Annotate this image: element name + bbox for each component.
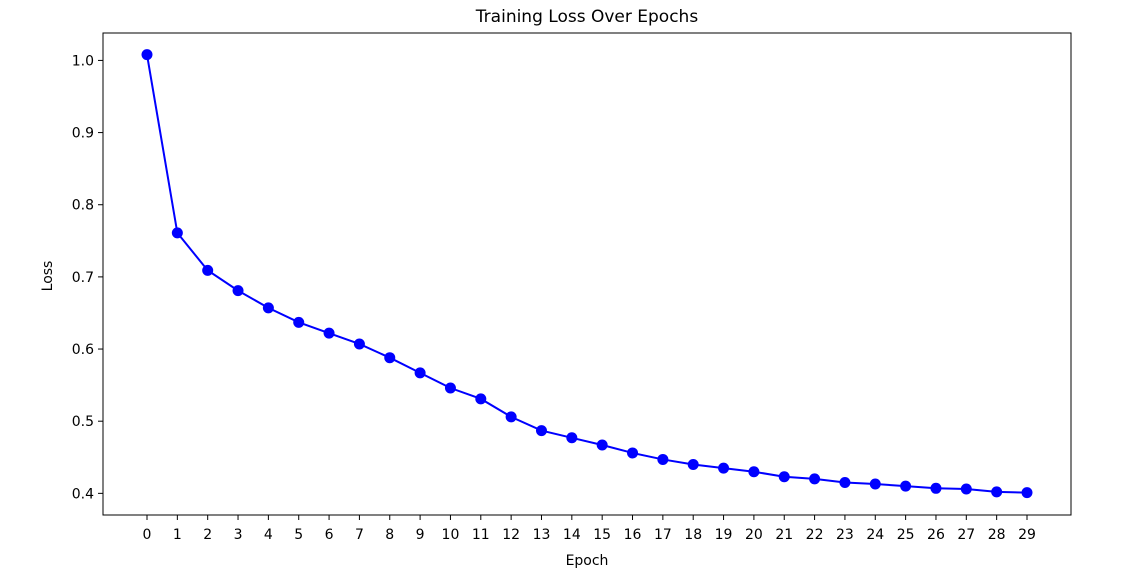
plot-frame: [102, 32, 1072, 516]
y-tick-label: 0.8: [72, 198, 94, 214]
data-point: [202, 264, 214, 276]
x-axis-label: Epoch: [566, 553, 609, 569]
data-point: [171, 227, 183, 239]
data-point: [991, 486, 1003, 498]
x-tick-label: 24: [866, 527, 884, 543]
x-tick-label: 5: [294, 527, 303, 543]
data-point: [778, 471, 790, 483]
data-point: [596, 439, 608, 451]
y-axis-ticks: 0.4 0.5 0.6 0.7 0.8 0.9 1.0: [72, 53, 103, 502]
x-tick-label: 16: [624, 527, 642, 543]
y-axis-label: Loss: [40, 261, 56, 292]
data-point: [505, 411, 517, 423]
x-tick-label: 23: [836, 527, 854, 543]
x-tick-label: 15: [593, 527, 611, 543]
x-tick-label: 10: [442, 527, 460, 543]
x-tick-label: 28: [988, 527, 1006, 543]
x-tick-label: 18: [684, 527, 702, 543]
y-tick-label: 0.5: [72, 414, 94, 430]
data-point: [900, 480, 912, 492]
x-tick-label: 8: [385, 527, 394, 543]
data-point: [839, 477, 851, 489]
data-point: [627, 447, 639, 459]
x-tick-label: 25: [897, 527, 915, 543]
data-point: [323, 327, 335, 339]
data-point: [232, 285, 244, 297]
chart-title: Training Loss Over Epochs: [475, 7, 699, 27]
x-tick-label: 6: [325, 527, 334, 543]
x-tick-label: 1: [173, 527, 182, 543]
data-point: [869, 478, 881, 490]
x-tick-label: 20: [745, 527, 763, 543]
data-point: [809, 473, 821, 485]
x-tick-label: 9: [416, 527, 425, 543]
x-tick-label: 17: [654, 527, 672, 543]
data-point: [748, 466, 760, 478]
x-tick-label: 0: [143, 527, 152, 543]
data-point: [687, 458, 699, 470]
x-tick-label: 2: [203, 527, 212, 543]
data-point: [535, 425, 547, 437]
series-points: [141, 49, 1033, 499]
x-tick-label: 3: [234, 527, 243, 543]
data-point: [960, 483, 972, 495]
x-tick-label: 26: [927, 527, 945, 543]
data-point: [384, 352, 396, 364]
y-tick-label: 1.0: [72, 53, 94, 69]
plot-area: [103, 33, 1071, 515]
data-point: [414, 367, 426, 379]
y-tick-label: 0.6: [72, 342, 94, 358]
x-tick-label: 13: [533, 527, 551, 543]
data-point: [444, 382, 456, 394]
x-tick-label: 11: [472, 527, 490, 543]
x-tick-label: 27: [957, 527, 975, 543]
data-point: [353, 338, 365, 350]
data-point: [475, 393, 487, 405]
data-point: [566, 432, 578, 444]
data-point: [262, 302, 274, 314]
x-tick-label: 21: [775, 527, 793, 543]
y-tick-label: 0.4: [72, 486, 94, 502]
data-point: [141, 49, 153, 61]
data-point: [718, 462, 730, 474]
data-point: [293, 316, 305, 328]
x-tick-label: 19: [715, 527, 733, 543]
data-point: [930, 482, 942, 494]
x-tick-label: 22: [806, 527, 824, 543]
y-tick-label: 0.9: [72, 126, 94, 142]
x-tick-label: 14: [563, 527, 581, 543]
data-point: [657, 453, 669, 465]
x-tick-label: 4: [264, 527, 273, 543]
data-point: [1021, 487, 1033, 499]
y-tick-label: 0.7: [72, 270, 94, 286]
x-axis-ticks: 0 1 2 3 4 5 6 7 8 9 10 11 12 13 14 15 16 17 18 19 20 21 22 23 24…: [143, 515, 1036, 543]
x-tick-label: 12: [502, 527, 520, 543]
x-tick-label: 29: [1018, 527, 1036, 543]
x-tick-label: 7: [355, 527, 364, 543]
